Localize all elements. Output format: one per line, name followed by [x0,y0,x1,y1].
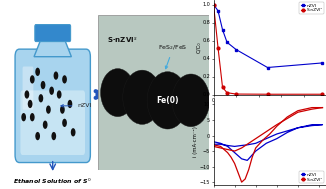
FancyBboxPatch shape [21,90,85,155]
nZVI [319,62,323,64]
nZVI [245,159,249,162]
Circle shape [35,68,40,76]
Circle shape [172,74,210,127]
Circle shape [30,75,35,84]
nZVI [212,143,215,145]
S-nZVIˢ [261,133,265,135]
Circle shape [62,75,67,84]
S-nZVIˢ [254,138,258,140]
FancyBboxPatch shape [98,15,209,170]
nZVI [234,48,238,51]
Y-axis label: C/C₀: C/C₀ [196,41,201,53]
nZVI [296,127,300,129]
Circle shape [62,119,67,127]
Circle shape [41,81,45,89]
nZVI [264,142,268,144]
Text: Ethanol Solution of S$^0$: Ethanol Solution of S$^0$ [13,177,92,186]
Line: S-nZVIˢ: S-nZVIˢ [212,3,323,96]
Circle shape [24,90,29,99]
S-nZVIˢ [240,147,244,149]
S-nZVIˢ [212,145,215,148]
S-nZVIˢ [310,108,314,110]
nZVI [275,133,279,135]
S-nZVIˢ [234,93,238,95]
nZVI [225,41,229,43]
S-nZVIˢ [296,111,300,113]
Circle shape [123,70,162,124]
FancyBboxPatch shape [15,49,90,163]
S-nZVIˢ [285,117,289,120]
S-nZVIˢ [221,86,225,88]
nZVI [254,142,258,144]
S-nZVIˢ [319,93,323,95]
Circle shape [43,121,48,129]
Circle shape [60,105,65,114]
nZVI [285,131,289,134]
Circle shape [35,132,40,140]
Circle shape [30,113,35,121]
nZVI [245,144,249,146]
nZVI [264,138,268,140]
Y-axis label: i (mA·cm⁻²): i (mA·cm⁻²) [193,126,198,157]
nZVI [219,143,223,145]
S-nZVIˢ [225,91,229,94]
S-nZVIˢ [226,148,230,151]
nZVI [266,66,270,69]
S-nZVIˢ [216,46,220,49]
S-nZVIˢ [247,142,251,144]
S-nZVIˢ [266,93,270,95]
nZVI [226,145,230,148]
nZVI [320,124,324,126]
S-nZVIˢ [268,128,272,130]
nZVI [296,127,300,129]
S-nZVIˢ [219,147,223,149]
Polygon shape [34,40,71,57]
nZVI [275,138,279,140]
nZVI [233,145,237,148]
Text: S-nZVI$^s$: S-nZVI$^s$ [107,35,137,45]
Circle shape [147,72,188,129]
nZVI [212,3,215,6]
Legend: nZVI, S-nZVIˢ: nZVI, S-nZVIˢ [299,171,324,183]
nZVI [233,152,237,154]
nZVI [212,141,215,143]
Circle shape [52,132,56,140]
nZVI [285,130,289,132]
S-nZVIˢ [212,3,215,6]
Circle shape [49,87,54,95]
nZVI [216,10,220,12]
nZVI [254,150,258,152]
Circle shape [57,90,62,99]
Circle shape [21,113,26,121]
S-nZVIˢ [233,150,237,152]
nZVI [240,158,244,160]
Circle shape [28,100,33,108]
Circle shape [67,100,72,108]
FancyBboxPatch shape [22,67,33,110]
Line: nZVI: nZVI [214,125,322,160]
Circle shape [38,94,43,102]
S-nZVIˢ [275,124,279,126]
nZVI [248,156,252,158]
nZVI [310,124,314,126]
Text: nZVI: nZVI [61,103,92,108]
FancyBboxPatch shape [35,25,71,42]
Line: nZVI: nZVI [212,3,323,69]
nZVI [219,142,223,144]
Circle shape [46,105,51,114]
nZVI [221,29,225,31]
S-nZVIˢ [320,106,324,109]
nZVI [310,125,314,127]
Text: Fe(0): Fe(0) [156,96,179,105]
Legend: nZVI, S-nZVIˢ: nZVI, S-nZVIˢ [299,2,324,14]
X-axis label: Time (hour): Time (hour) [254,104,286,109]
nZVI [320,124,324,126]
nZVI [226,144,230,147]
nZVI [240,144,244,147]
Text: FeS$_2$/FeS: FeS$_2$/FeS [158,43,188,69]
Circle shape [71,128,76,136]
Line: S-nZVIˢ: S-nZVIˢ [214,108,322,151]
Circle shape [100,69,135,117]
Circle shape [53,71,58,80]
